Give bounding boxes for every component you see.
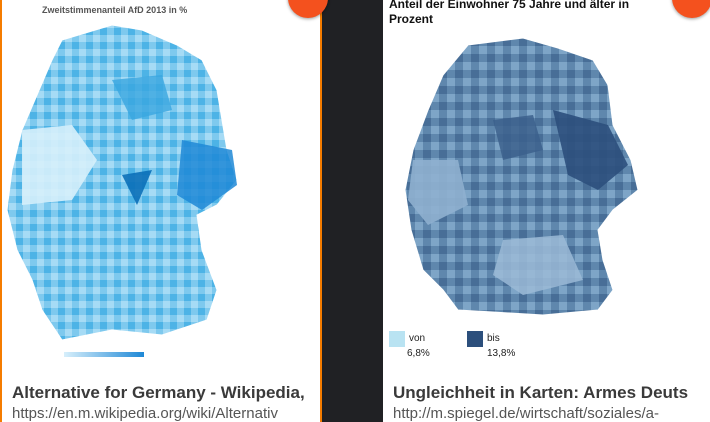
badge-icon [672, 0, 710, 18]
image-result-card-spiegel[interactable]: Anteil der Einwohner 75 Jahre und älter … [383, 0, 710, 422]
map-title-line-2: Prozent [389, 12, 434, 26]
legend-swatch-from [389, 331, 405, 347]
legend-swatch-to [467, 331, 483, 347]
germany-map-afd [6, 24, 238, 341]
result-title[interactable]: Ungleichheit in Karten: Armes Deuts [393, 383, 689, 402]
legend-from-value: 6,8% [407, 348, 430, 359]
map-legend-scale [64, 352, 144, 357]
result-title[interactable]: Alternative for Germany - Wikipedia, [12, 383, 305, 402]
map-title-line-1: Anteil der Einwohner 75 Jahre und älter … [389, 0, 630, 11]
map-title: Anteil der Einwohner 75 Jahre und älter … [389, 0, 659, 27]
image-result-card-afd[interactable]: Zweitstimmenanteil AfD 2013 in % Alterna… [0, 0, 322, 422]
result-url[interactable]: https://en.m.wikipedia.org/wiki/Alternat… [12, 405, 278, 422]
germany-map-age [404, 37, 639, 316]
afd-map-image[interactable]: Zweitstimmenanteil AfD 2013 in % [2, 0, 320, 357]
legend-from-label: von [409, 333, 426, 344]
result-url[interactable]: http://m.spiegel.de/wirtschaft/soziales/… [393, 405, 659, 422]
age-map-image[interactable]: Anteil der Einwohner 75 Jahre und älter … [383, 0, 710, 359]
legend-to-label: bis [487, 333, 500, 344]
legend-to-value: 13,8% [487, 348, 516, 359]
badge-icon [288, 0, 328, 18]
map-title: Zweitstimmenanteil AfD 2013 in % [42, 5, 188, 15]
